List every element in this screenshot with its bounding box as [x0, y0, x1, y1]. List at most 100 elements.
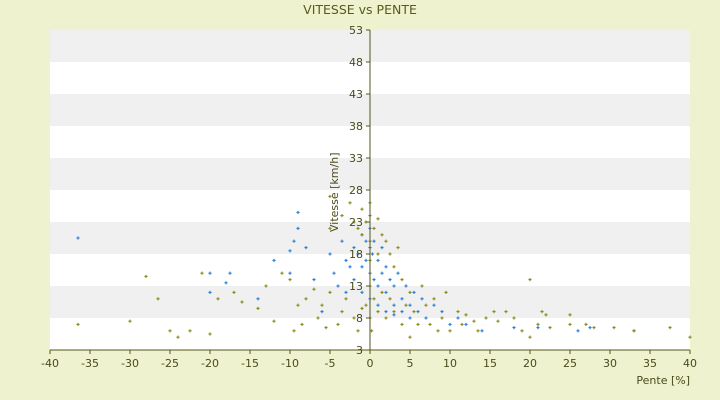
data-point	[584, 322, 588, 326]
data-point	[188, 329, 192, 333]
data-point	[412, 310, 416, 314]
data-point	[396, 246, 400, 250]
data-point	[208, 332, 212, 336]
data-point	[440, 310, 444, 314]
x-tick-label: -25	[161, 357, 179, 370]
data-point	[348, 265, 352, 269]
data-point	[304, 297, 308, 301]
data-point	[344, 290, 348, 294]
data-point	[440, 316, 444, 320]
data-point	[224, 281, 228, 285]
data-point	[352, 220, 356, 224]
data-point	[156, 297, 160, 301]
data-point	[370, 329, 374, 333]
data-point	[372, 297, 376, 301]
x-tick-label: -20	[201, 357, 219, 370]
x-tick-label: 20	[523, 357, 537, 370]
data-point	[384, 310, 388, 314]
data-point	[376, 303, 380, 307]
data-point	[408, 335, 412, 339]
data-point	[370, 252, 374, 256]
y-tick-label: 53	[349, 24, 363, 37]
y-tick-label: 18	[349, 248, 363, 261]
data-point	[332, 271, 336, 275]
data-point	[632, 329, 636, 333]
data-point	[360, 233, 364, 237]
y-tick-label: 8	[356, 312, 363, 325]
data-point	[380, 246, 384, 250]
x-tick-label: -30	[121, 357, 139, 370]
data-point	[372, 226, 376, 230]
data-point	[328, 226, 332, 230]
data-point	[416, 322, 420, 326]
data-point	[360, 207, 364, 211]
data-point	[380, 233, 384, 237]
data-point	[448, 322, 452, 326]
data-point	[392, 310, 396, 314]
data-point	[296, 226, 300, 230]
data-point	[436, 329, 440, 333]
data-point	[288, 249, 292, 253]
data-point	[504, 310, 508, 314]
data-point	[320, 303, 324, 307]
data-point	[392, 313, 396, 317]
data-point	[512, 316, 516, 320]
data-point	[492, 310, 496, 314]
data-point	[376, 310, 380, 314]
data-point	[376, 217, 380, 221]
data-point	[540, 310, 544, 314]
x-tick-label: 0	[367, 357, 374, 370]
data-point	[296, 210, 300, 214]
data-point	[364, 258, 368, 262]
y-tick-label: 23	[349, 216, 363, 229]
data-point	[384, 265, 388, 269]
data-point	[356, 329, 360, 333]
y-axis-label: Vitesse [km/h]	[328, 153, 341, 233]
data-point	[448, 329, 452, 333]
data-point	[216, 297, 220, 301]
data-point	[460, 322, 464, 326]
data-point	[256, 297, 260, 301]
data-point	[296, 303, 300, 307]
data-point	[376, 258, 380, 262]
data-point	[256, 306, 260, 310]
data-point	[512, 326, 516, 330]
x-tick-label: 10	[443, 357, 457, 370]
data-point	[592, 326, 596, 330]
chart-title: VITESSE vs PENTE	[303, 2, 417, 17]
data-point	[328, 290, 332, 294]
y-tick-label: 13	[349, 280, 363, 293]
y-tick-label: 43	[349, 88, 363, 101]
data-point	[272, 258, 276, 262]
data-point	[416, 310, 420, 314]
data-point	[128, 319, 132, 323]
data-point	[384, 239, 388, 243]
x-tick-label: 5	[407, 357, 414, 370]
data-point	[376, 252, 380, 256]
data-point	[388, 278, 392, 282]
data-point	[288, 278, 292, 282]
data-point	[292, 329, 296, 333]
data-point	[208, 290, 212, 294]
data-point	[340, 214, 344, 218]
data-point	[480, 329, 484, 333]
data-point	[328, 194, 332, 198]
x-tick-label: 30	[603, 357, 617, 370]
data-point	[404, 303, 408, 307]
data-point	[76, 236, 80, 240]
data-point	[388, 297, 392, 301]
data-point	[288, 271, 292, 275]
data-point	[360, 306, 364, 310]
data-point	[272, 319, 276, 323]
data-point	[264, 284, 268, 288]
data-points	[76, 194, 692, 339]
data-point	[312, 278, 316, 282]
data-point	[484, 316, 488, 320]
data-point	[372, 239, 376, 243]
x-tick-label: 15	[483, 357, 497, 370]
data-point	[324, 326, 328, 330]
data-point	[396, 271, 400, 275]
data-point	[356, 252, 360, 256]
data-point	[232, 290, 236, 294]
